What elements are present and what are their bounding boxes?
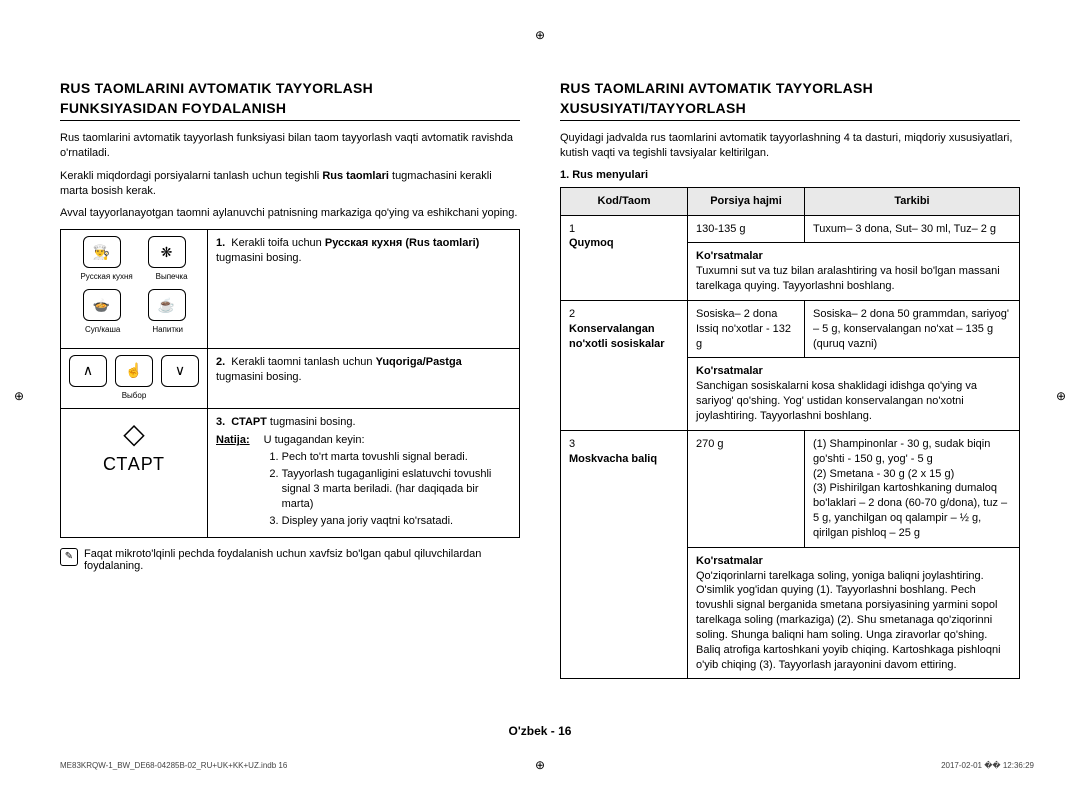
left-heading-2: FUNKSIYASIDAN FOYDALANISH (60, 100, 520, 116)
th-tarkibi: Tarkibi (805, 187, 1020, 215)
row1-instr: Ko'rsatmalar Tuxumni sut va tuz bilan ar… (688, 243, 1020, 301)
steps-table: 👨‍🍳 ❋ Русская кухня Выпечка 🍲 ☕ Суп (60, 229, 520, 537)
row2-ingr: Sosiska– 2 dona 50 grammdan, sariyog' – … (805, 300, 1020, 358)
select-icon: ☝ (115, 355, 153, 387)
down-icon: ∨ (161, 355, 199, 387)
right-heading-2: XUSUSIYATI/TAYYORLASH (560, 100, 1020, 116)
baking-icon: ❋ (148, 236, 186, 268)
row3-instr: Ko'rsatmalar Qo'ziqorinlarni tarelkaga s… (688, 547, 1020, 679)
print-file: ME83KRQW-1_BW_DE68-04285B-02_RU+UK+KK+UZ… (60, 761, 287, 770)
row2-portion: Sosiska– 2 dona Issiq no'xotlar - 132 g (688, 300, 805, 358)
print-date: 2017-02-01 �� 12:36:29 (941, 761, 1034, 770)
soup-icon: 🍲 (83, 289, 121, 321)
start-diamond-icon: ◇ (69, 415, 199, 453)
natija-1: Pech to'rt marta tovushli signal beradi. (282, 450, 511, 465)
left-column: RUS TAOMLARINI AVTOMATIK TAYYORLASH FUNK… (60, 80, 520, 679)
row3-code: 3 Moskvacha baliq (561, 430, 688, 679)
start-label: СТАРТ (69, 452, 199, 476)
left-para-1b: Kerakli miqdordagi porsiyalarni tanlash … (60, 169, 520, 199)
row1-ingr: Tuxum– 3 dona, Sut– 30 ml, Tuz– 2 g (805, 215, 1020, 243)
natija-label: Natija: (216, 433, 250, 530)
right-heading-1: RUS TAOMLARINI AVTOMATIK TAYYORLASH (560, 80, 1020, 96)
natija-2: Tayyorlash tugaganligini eslatuvchi tovu… (282, 467, 511, 512)
russian-cuisine-icon: 👨‍🍳 (83, 236, 121, 268)
menu-table: Kod/Taom Porsiya hajmi Tarkibi 1 Quymoq … (560, 187, 1020, 680)
note-icon: ✎ (60, 548, 78, 566)
note-block: ✎ Faqat mikroto'lqinli pechda foydalanis… (60, 548, 520, 572)
natija-3: Displey yana joriy vaqtni ko'rsatadi. (282, 514, 511, 529)
th-kod: Kod/Taom (561, 187, 688, 215)
icon-panel-cell: 👨‍🍳 ❋ Русская кухня Выпечка 🍲 ☕ Суп (61, 230, 208, 349)
row1-code: 1 Quymoq (561, 215, 688, 300)
up-icon: ∧ (69, 355, 107, 387)
note-text: Faqat mikroto'lqinli pechda foydalanish … (84, 548, 520, 572)
crop-mark-right: ⊕ (1056, 389, 1066, 403)
crop-mark-left: ⊕ (14, 389, 24, 403)
left-heading-1: RUS TAOMLARINI AVTOMATIK TAYYORLASH (60, 80, 520, 96)
step-2-cell: 2. Kerakli taomni tanlash uchun Yuqoriga… (208, 348, 520, 408)
row1-portion: 130-135 g (688, 215, 805, 243)
print-footer: ME83KRQW-1_BW_DE68-04285B-02_RU+UK+KK+UZ… (60, 761, 1034, 770)
left-para-2: Avval tayyorlanayotgan taomni aylanuvchi… (60, 206, 520, 221)
step-3-cell: 3. СТАРТ tugmasini bosing. Natija: U tug… (208, 408, 520, 537)
step-1-cell: 1. Kerakli toifa uchun Русская кухня (Ru… (208, 230, 520, 349)
row2-instr: Ko'rsatmalar Sanchigan sosiskalarni kosa… (688, 358, 1020, 430)
left-para-1a: Rus taomlarini avtomatik tayyorlash funk… (60, 131, 520, 161)
row3-portion: 270 g (688, 430, 805, 547)
row2-code: 2 Konservalangan no'xotli sosiskalar (561, 300, 688, 430)
th-porsiya: Porsiya hajmi (688, 187, 805, 215)
drinks-icon: ☕ (148, 289, 186, 321)
right-column: RUS TAOMLARINI AVTOMATIK TAYYORLASH XUSU… (560, 80, 1020, 679)
select-icon-cell: ∧ ☝ ∨ Выбор (61, 348, 208, 408)
right-intro: Quyidagi jadvalda rus taomlarini avtomat… (560, 131, 1020, 161)
sub-heading-1: 1. Rus menyulari (560, 169, 1020, 181)
start-icon-cell: ◇ СТАРТ (61, 408, 208, 537)
row3-ingr: (1) Shampinonlar - 30 g, sudak biqin go'… (805, 430, 1020, 547)
page-footer: O'zbek - 16 (0, 724, 1080, 738)
crop-mark-top: ⊕ (535, 28, 545, 42)
